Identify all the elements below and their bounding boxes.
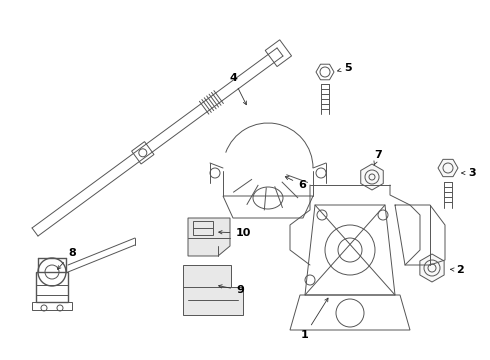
Polygon shape: [438, 159, 458, 177]
Text: 2: 2: [450, 265, 464, 275]
Text: 4: 4: [229, 73, 246, 105]
Text: 1: 1: [301, 298, 328, 340]
Text: 3: 3: [462, 168, 476, 178]
Polygon shape: [183, 265, 243, 315]
Text: 6: 6: [285, 177, 306, 190]
Polygon shape: [188, 218, 230, 256]
Text: 10: 10: [219, 228, 251, 238]
Text: 5: 5: [338, 63, 352, 73]
Text: 8: 8: [57, 248, 76, 269]
Bar: [193, 221, 213, 235]
Text: 9: 9: [219, 285, 244, 295]
Polygon shape: [420, 254, 444, 282]
Polygon shape: [361, 164, 383, 190]
Text: 7: 7: [374, 150, 382, 165]
